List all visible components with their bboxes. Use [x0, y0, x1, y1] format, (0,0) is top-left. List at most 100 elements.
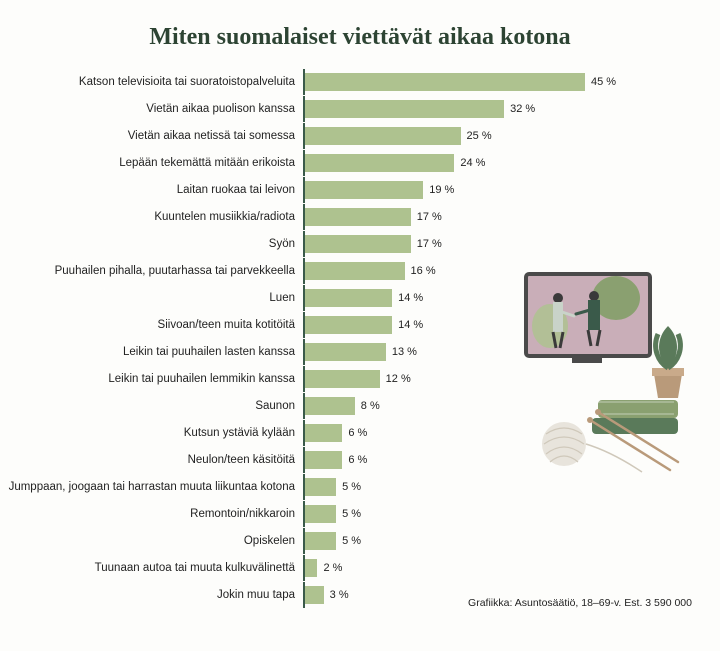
bar-label: Luen [0, 292, 303, 304]
bar-label: Leikin tai puuhailen lasten kanssa [0, 346, 303, 358]
bar [305, 478, 336, 496]
bar-label: Laitan ruokaa tai leivon [0, 184, 303, 196]
bar [305, 235, 411, 253]
bar-value: 5 % [342, 481, 361, 493]
bar-area: 25 % [303, 123, 700, 149]
bar-row: Leikin tai puuhailen lemmikin kanssa 12 % [0, 366, 700, 392]
bar [305, 208, 411, 226]
bar-row: Vietän aikaa netissä tai somessa 25 % [0, 123, 700, 149]
bar-area: 17 % [303, 204, 700, 230]
bar-row: Siivoan/teen muita kotitöitä 14 % [0, 312, 700, 338]
bar-label: Syön [0, 238, 303, 250]
bar-value: 14 % [398, 319, 423, 331]
bar-row: Vietän aikaa puolison kanssa 32 % [0, 96, 700, 122]
bar-row: Tuunaan autoa tai muuta kulkuvälinettä 2 … [0, 555, 700, 581]
bar-value: 6 % [348, 427, 367, 439]
bar-label: Neulon/teen käsitöitä [0, 454, 303, 466]
bar [305, 73, 585, 91]
bar-row: Saunon 8 % [0, 393, 700, 419]
bar-label: Tuunaan autoa tai muuta kulkuvälinettä [0, 562, 303, 574]
bar-label: Vietän aikaa netissä tai somessa [0, 130, 303, 142]
bar-row: Katson televisioita tai suoratoistopalve… [0, 69, 700, 95]
bar [305, 586, 324, 604]
bar-area: 17 % [303, 231, 700, 257]
bar-row: Opiskelen 5 % [0, 528, 700, 554]
bar-label: Vietän aikaa puolison kanssa [0, 103, 303, 115]
bar-chart: Katson televisioita tai suoratoistopalve… [0, 69, 720, 608]
bar-label: Puuhailen pihalla, puutarhassa tai parve… [0, 265, 303, 277]
credit-line: Grafiikka: Asuntosäätiö, 18–69-v. Est. 3… [468, 597, 692, 609]
bar-label: Saunon [0, 400, 303, 412]
bar-value: 45 % [591, 76, 616, 88]
bar-value: 32 % [510, 103, 535, 115]
bar [305, 370, 380, 388]
bar-area: 5 % [303, 501, 700, 527]
bar-value: 8 % [361, 400, 380, 412]
bar [305, 559, 317, 577]
bar-area: 19 % [303, 177, 700, 203]
bar-row: Jumppaan, joogaan tai harrastan muuta li… [0, 474, 700, 500]
bar-row: Kutsun ystäviä kylään 6 % [0, 420, 700, 446]
bar-value: 5 % [342, 535, 361, 547]
bar [305, 532, 336, 550]
bar-label: Remontoin/nikkaroin [0, 508, 303, 520]
bar-label: Leikin tai puuhailen lemmikin kanssa [0, 373, 303, 385]
bar-area: 5 % [303, 528, 700, 554]
bar-value: 25 % [467, 130, 492, 142]
bar [305, 316, 392, 334]
bar-row: Kuuntelen musiikkia/radiota 17 % [0, 204, 700, 230]
bar-value: 24 % [460, 157, 485, 169]
bar-label: Kutsun ystäviä kylään [0, 427, 303, 439]
bar-label: Lepään tekemättä mitään erikoista [0, 157, 303, 169]
bar-area: 16 % [303, 258, 700, 284]
bar [305, 424, 342, 442]
bar-row: Puuhailen pihalla, puutarhassa tai parve… [0, 258, 700, 284]
bar-value: 13 % [392, 346, 417, 358]
bar-label: Jumppaan, joogaan tai harrastan muuta li… [0, 481, 303, 493]
bar-value: 17 % [417, 211, 442, 223]
bar-area: 8 % [303, 393, 700, 419]
bar [305, 397, 355, 415]
bar-area: 32 % [303, 96, 700, 122]
bar-area: 2 % [303, 555, 700, 581]
chart-title: Miten suomalaiset viettävät aikaa kotona [0, 0, 720, 69]
bar-label: Kuuntelen musiikkia/radiota [0, 211, 303, 223]
bar-area: 14 % [303, 285, 700, 311]
bar-area: 13 % [303, 339, 700, 365]
bar-area: 45 % [303, 69, 700, 95]
bar-row: Laitan ruokaa tai leivon 19 % [0, 177, 700, 203]
bar [305, 451, 342, 469]
bar-value: 16 % [411, 265, 436, 277]
bar-value: 19 % [429, 184, 454, 196]
bar-area: 12 % [303, 366, 700, 392]
bar-area: 6 % [303, 420, 700, 446]
bar-value: 2 % [323, 562, 342, 574]
bar [305, 127, 461, 145]
bar-area: 6 % [303, 447, 700, 473]
bar-value: 3 % [330, 589, 349, 601]
bar-value: 14 % [398, 292, 423, 304]
bar-value: 6 % [348, 454, 367, 466]
bar-label: Siivoan/teen muita kotitöitä [0, 319, 303, 331]
bar-value: 17 % [417, 238, 442, 250]
bar-area: 14 % [303, 312, 700, 338]
bar-label: Opiskelen [0, 535, 303, 547]
bar [305, 262, 405, 280]
bar-row: Luen 14 % [0, 285, 700, 311]
bar-row: Leikin tai puuhailen lasten kanssa 13 % [0, 339, 700, 365]
bar-label: Katson televisioita tai suoratoistopalve… [0, 76, 303, 88]
bar [305, 154, 454, 172]
bar [305, 289, 392, 307]
bar-row: Neulon/teen käsitöitä 6 % [0, 447, 700, 473]
bar-value: 12 % [386, 373, 411, 385]
bar [305, 100, 504, 118]
bar [305, 505, 336, 523]
bar-area: 5 % [303, 474, 700, 500]
bar-row: Syön 17 % [0, 231, 700, 257]
bar-row: Remontoin/nikkaroin 5 % [0, 501, 700, 527]
bar-row: Lepään tekemättä mitään erikoista 24 % [0, 150, 700, 176]
bar [305, 181, 423, 199]
bar-label: Jokin muu tapa [0, 589, 303, 601]
bar [305, 343, 386, 361]
bar-value: 5 % [342, 508, 361, 520]
